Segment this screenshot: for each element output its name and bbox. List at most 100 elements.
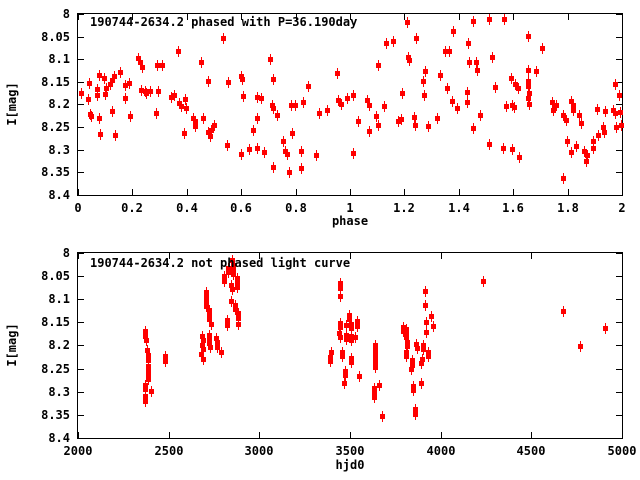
phased-data-point	[612, 122, 621, 134]
phased-data-point	[125, 78, 134, 90]
unphased-y-tick-label: 8.2	[48, 338, 70, 352]
phased-data-point	[297, 162, 306, 174]
unphased-data-point	[347, 322, 356, 334]
phased-y-tick-label: 8.1	[48, 52, 70, 66]
unphased-y-tick-label: 8.05	[41, 269, 70, 283]
phased-y-tick-right	[616, 104, 622, 105]
phased-x-tick-top	[296, 14, 297, 20]
unphased-data-point	[427, 310, 436, 322]
phased-data-point	[291, 99, 300, 111]
phased-data-point	[549, 104, 558, 116]
phased-x-tick-top	[513, 14, 514, 20]
unphased-x-tick	[78, 432, 79, 438]
phased-data-point	[121, 79, 130, 91]
unphased-y-tick-label: 8	[62, 246, 70, 260]
phased-data-point	[287, 100, 296, 112]
unphased-data-point	[340, 377, 349, 389]
phased-y-tick-label: 8.05	[41, 30, 70, 44]
phased-x-tick-top	[404, 14, 405, 20]
unphased-data-point	[228, 284, 237, 296]
phased-x-tick-label: 0.6	[230, 201, 252, 215]
phased-data-point	[204, 75, 213, 87]
phased-data-point	[404, 51, 413, 63]
unphased-y-tick	[78, 345, 84, 346]
phased-y-tick	[78, 127, 84, 128]
phased-x-tick-top	[459, 14, 460, 20]
phased-data-point	[285, 166, 294, 178]
phased-y-tick-right	[616, 195, 622, 196]
unphased-data-point	[370, 391, 379, 403]
unphased-data-point	[217, 346, 226, 358]
unphased-data-point	[424, 350, 433, 362]
unphased-x-tick-top	[169, 253, 170, 259]
unphased-data-point	[371, 353, 380, 364]
unphased-data-point	[402, 347, 411, 359]
phased-data-point	[134, 52, 143, 64]
phased-data-point	[152, 108, 161, 120]
phased-data-point	[410, 112, 419, 124]
phased-data-point	[615, 89, 624, 101]
phased-data-point	[349, 90, 358, 102]
phased-x-tick	[622, 189, 623, 195]
phased-data-point	[412, 33, 421, 44]
phased-data-point	[102, 83, 111, 95]
phased-data-point	[601, 106, 610, 118]
unphased-x-tick	[169, 432, 170, 438]
phased-x-tick-top	[568, 14, 569, 20]
unphased-x-tick-top	[78, 253, 79, 259]
unphased-data-point	[421, 285, 430, 297]
unphased-data-point	[205, 314, 214, 326]
phased-data-point	[337, 98, 346, 110]
phased-y-tick-label: 8.4	[48, 188, 70, 202]
phased-x-tick-label: 2	[618, 201, 626, 215]
phased-data-point	[569, 104, 578, 116]
phased-x-tick	[568, 189, 569, 195]
unphased-data-point	[224, 267, 233, 279]
unphased-y-tick-right	[616, 322, 622, 323]
phased-data-point	[315, 108, 324, 120]
phased-data-point	[85, 78, 94, 90]
phased-data-point	[499, 142, 508, 154]
phased-data-point	[237, 148, 246, 160]
phased-data-point	[589, 142, 598, 154]
phased-data-point	[485, 13, 494, 25]
phased-data-point	[609, 104, 618, 116]
phased-data-point	[138, 61, 147, 73]
unphased-data-point	[197, 348, 206, 360]
unphased-data-point	[413, 342, 422, 354]
phased-data-point	[210, 120, 219, 132]
phased-x-tick-label: 0.4	[176, 201, 198, 215]
phased-data-point	[538, 42, 547, 54]
phased-data-point	[567, 95, 576, 107]
unphased-data-point	[229, 268, 238, 280]
phased-data-point	[465, 57, 474, 69]
phased-x-axis-label: phase	[331, 214, 369, 228]
phased-data-point	[239, 91, 248, 103]
unphased-data-point	[347, 357, 356, 369]
unphased-data-point	[327, 347, 336, 359]
phased-x-tick-top	[350, 14, 351, 20]
unphased-data-point	[336, 283, 345, 295]
phased-data-point	[126, 111, 135, 123]
unphased-y-tick	[78, 253, 84, 254]
phased-data-point	[281, 146, 290, 158]
phased-data-point	[485, 138, 494, 150]
unphased-y-tick-right	[616, 415, 622, 416]
phased-data-point	[524, 64, 533, 76]
phased-data-point	[269, 73, 278, 85]
phased-data-point	[389, 36, 398, 48]
unphased-y-tick	[78, 276, 84, 277]
phased-data-point	[96, 128, 105, 140]
unphased-data-point	[202, 291, 211, 303]
unphased-data-point	[355, 370, 364, 382]
unphased-data-point	[202, 300, 211, 312]
phased-data-point	[398, 88, 407, 100]
unphased-data-point	[403, 341, 412, 353]
phased-data-point	[500, 13, 509, 25]
unphased-y-tick-right	[616, 276, 622, 277]
unphased-data-point	[147, 386, 156, 398]
phased-data-point	[108, 106, 117, 118]
unphased-x-tick-label: 4000	[426, 444, 456, 458]
unphased-x-tick	[441, 432, 442, 438]
phased-y-tick-right	[616, 150, 622, 151]
